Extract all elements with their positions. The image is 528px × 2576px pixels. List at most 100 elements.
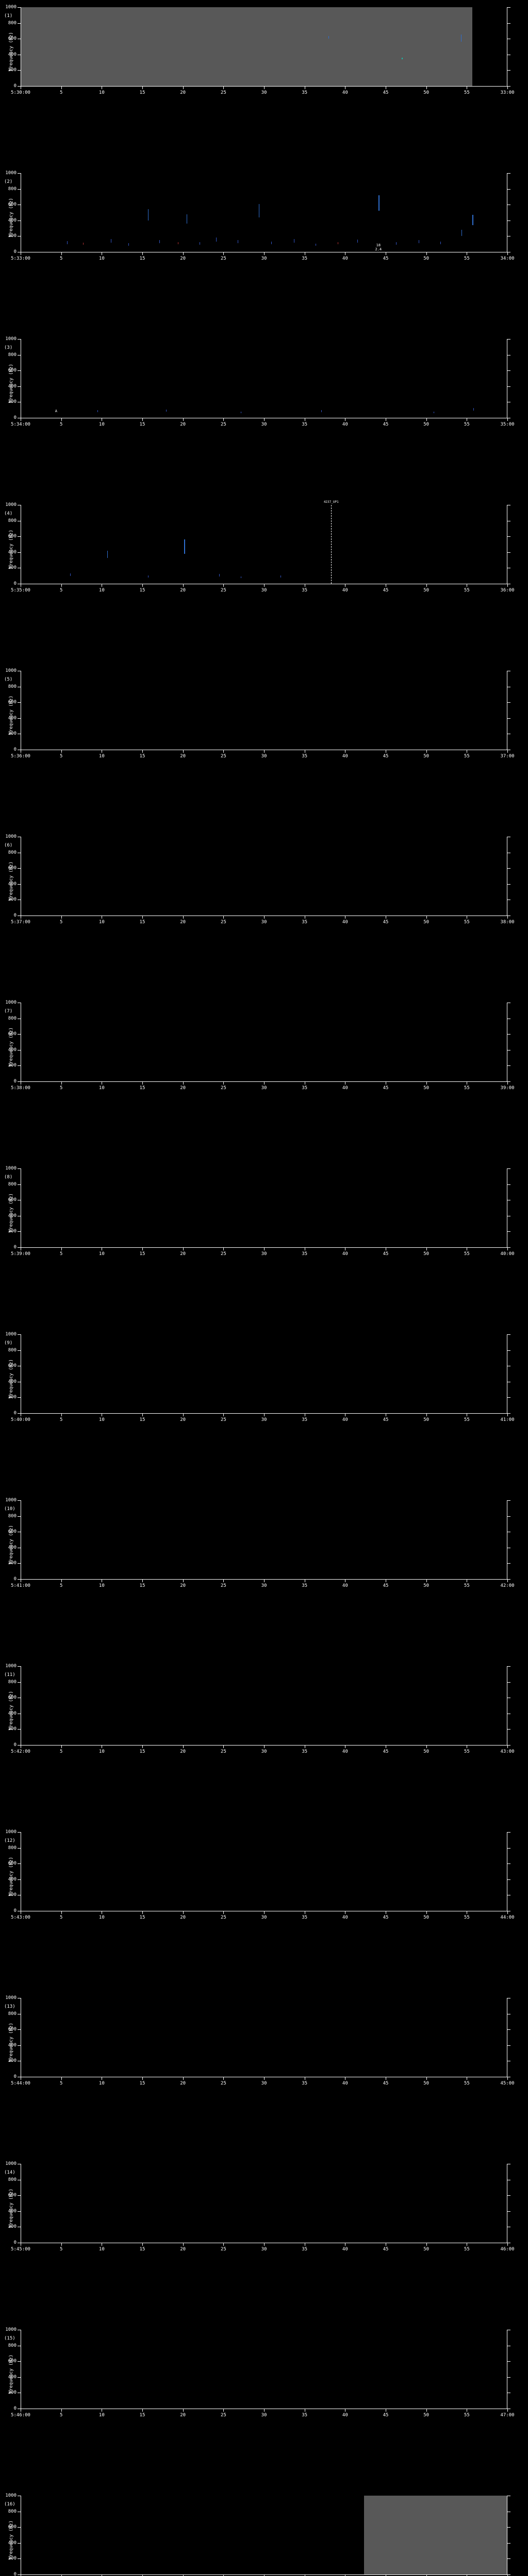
- y-axis-tick: [18, 1879, 21, 1880]
- detection-mark: [440, 241, 441, 244]
- y-axis-tick: [18, 23, 21, 24]
- x-axis-tick: [507, 2575, 508, 2576]
- x-axis-tick: [426, 2409, 427, 2412]
- x-axis-tick: [183, 2409, 184, 2412]
- y-axis-tick-label: 0: [13, 415, 16, 420]
- y-axis-tick-label: 200: [8, 233, 16, 239]
- y-axis-tick-label: 0: [13, 1411, 16, 1416]
- x-axis-tick-label: 45: [383, 588, 389, 593]
- x-axis-tick-label: 30: [261, 588, 267, 593]
- y-axis-tick-label: 800: [8, 1845, 16, 1851]
- spectrogram-plot-area[interactable]: [21, 1998, 507, 2077]
- x-axis-tick-label: 25: [220, 1749, 226, 1754]
- spectrogram-plot-area[interactable]: [21, 1666, 507, 1745]
- x-axis-tick: [223, 1745, 224, 1748]
- y-axis-tick: [18, 536, 21, 537]
- x-axis-tick: [264, 1745, 265, 1748]
- y-axis-tick: [18, 2527, 21, 2528]
- y-axis-tick-label: 1000: [5, 668, 16, 673]
- y-axis-tick-right: [507, 2361, 510, 2362]
- y-axis-tick-label: 200: [8, 1395, 16, 1400]
- y-axis-tick-label: 1000: [5, 171, 16, 176]
- y-axis-tick-label: 600: [8, 1861, 16, 1867]
- x-axis-tick-label: 55: [464, 1086, 470, 1091]
- y-axis-tick: [18, 1397, 21, 1398]
- x-axis-tick-label: 10: [98, 1915, 105, 1920]
- x-axis-tick: [507, 1082, 508, 1084]
- x-axis-tick: [426, 584, 427, 587]
- x-axis-tick-label: 40: [342, 1915, 348, 1920]
- x-axis-tick: [223, 2409, 224, 2412]
- x-axis-tick-label: 5: [59, 1749, 63, 1754]
- y-axis-tick-label: 1000: [5, 1664, 16, 1669]
- x-axis-tick-label: 35:00: [500, 422, 515, 427]
- y-axis-tick: [18, 370, 21, 371]
- x-axis-tick: [223, 1082, 224, 1084]
- x-axis-tick-label: 50: [423, 754, 430, 759]
- axis-line: [21, 86, 507, 87]
- x-axis-tick-label: 45: [383, 1915, 389, 1920]
- y-axis-tick-right: [507, 1168, 510, 1169]
- spectrogram-panel: (1) Frequency (Hz) 0 200 400 600 800 1000 5:30:0…: [0, 0, 528, 166]
- x-axis-tick: [61, 916, 62, 919]
- spectrogram-plot-area[interactable]: [21, 2496, 507, 2574]
- spectrogram-plot-area[interactable]: [21, 1003, 507, 1081]
- x-axis-tick-label: 5: [59, 920, 63, 925]
- x-axis-tick-label: 35: [302, 2081, 308, 2086]
- x-axis-tick: [61, 87, 62, 89]
- x-axis-tick-label: 20: [180, 2413, 186, 2418]
- x-axis-tick-label: 30: [261, 90, 267, 95]
- x-axis-tick: [183, 1580, 184, 1582]
- spectrogram-plot-area[interactable]: [21, 505, 507, 584]
- spectrogram-plot-area[interactable]: [21, 2330, 507, 2409]
- spectrogram-plot-area[interactable]: [21, 1168, 507, 1247]
- y-axis-tick-label: 0: [13, 1079, 16, 1084]
- spectrogram-plot-area[interactable]: [21, 173, 507, 252]
- x-axis-tick-label: 55: [464, 1749, 470, 1754]
- y-axis-tick-label: 0: [13, 1908, 16, 1913]
- y-axis-tick-label: 400: [8, 2208, 16, 2214]
- spectrogram-plot-area[interactable]: [21, 7, 507, 86]
- x-axis-tick: [507, 916, 508, 919]
- x-axis-tick: [183, 1745, 184, 1748]
- y-axis-tick: [18, 1413, 21, 1414]
- x-axis-tick-label: 55: [464, 256, 470, 261]
- spectrogram-plot-area[interactable]: [21, 671, 507, 750]
- x-axis-tick-label: 45: [383, 1251, 389, 1257]
- axis-line: [21, 1413, 507, 1414]
- x-axis-tick: [507, 252, 508, 255]
- spectrogram-plot-area[interactable]: [21, 339, 507, 418]
- x-axis-tick: [61, 2409, 62, 2412]
- x-axis-tick: [223, 418, 224, 421]
- x-axis-tick: [426, 1414, 427, 1416]
- x-axis-tick: [142, 2409, 143, 2412]
- y-axis-tick-label: 0: [13, 1577, 16, 1582]
- x-axis-tick-label: 40: [342, 1086, 348, 1091]
- x-axis-tick-label: 55: [464, 588, 470, 593]
- x-axis-tick-label: 50: [423, 422, 430, 427]
- spectrogram-plot-area[interactable]: [21, 837, 507, 916]
- x-axis-tick-label: 5:39:00: [11, 1251, 30, 1257]
- y-axis-tick: [18, 884, 21, 885]
- spectrogram-plot-area[interactable]: [21, 2164, 507, 2243]
- x-axis-tick-label: 30: [261, 1915, 267, 1920]
- x-axis-tick-label: 40: [342, 2247, 348, 2252]
- y-axis-tick-right: [507, 189, 510, 190]
- y-axis-tick-label: 200: [8, 565, 16, 571]
- x-axis-tick: [426, 418, 427, 421]
- y-axis-tick-right: [507, 1682, 510, 1683]
- spectrogram-plot-area[interactable]: [21, 1832, 507, 1911]
- spectrogram-plot-area[interactable]: [21, 1500, 507, 1579]
- x-axis-tick: [264, 87, 265, 89]
- x-axis-tick: [183, 252, 184, 255]
- y-axis-tick-label: 800: [8, 1679, 16, 1685]
- y-axis-tick: [18, 7, 21, 8]
- x-axis-tick-label: 35: [302, 588, 308, 593]
- detection-mark: [128, 243, 129, 246]
- x-axis-tick: [426, 1082, 427, 1084]
- y-axis-tick-right: [507, 1579, 510, 1580]
- y-axis-tick: [18, 1184, 21, 1185]
- x-axis-tick-label: 46:00: [500, 2247, 515, 2252]
- y-axis-tick-right: [507, 2377, 510, 2378]
- spectrogram-plot-area[interactable]: [21, 1334, 507, 1413]
